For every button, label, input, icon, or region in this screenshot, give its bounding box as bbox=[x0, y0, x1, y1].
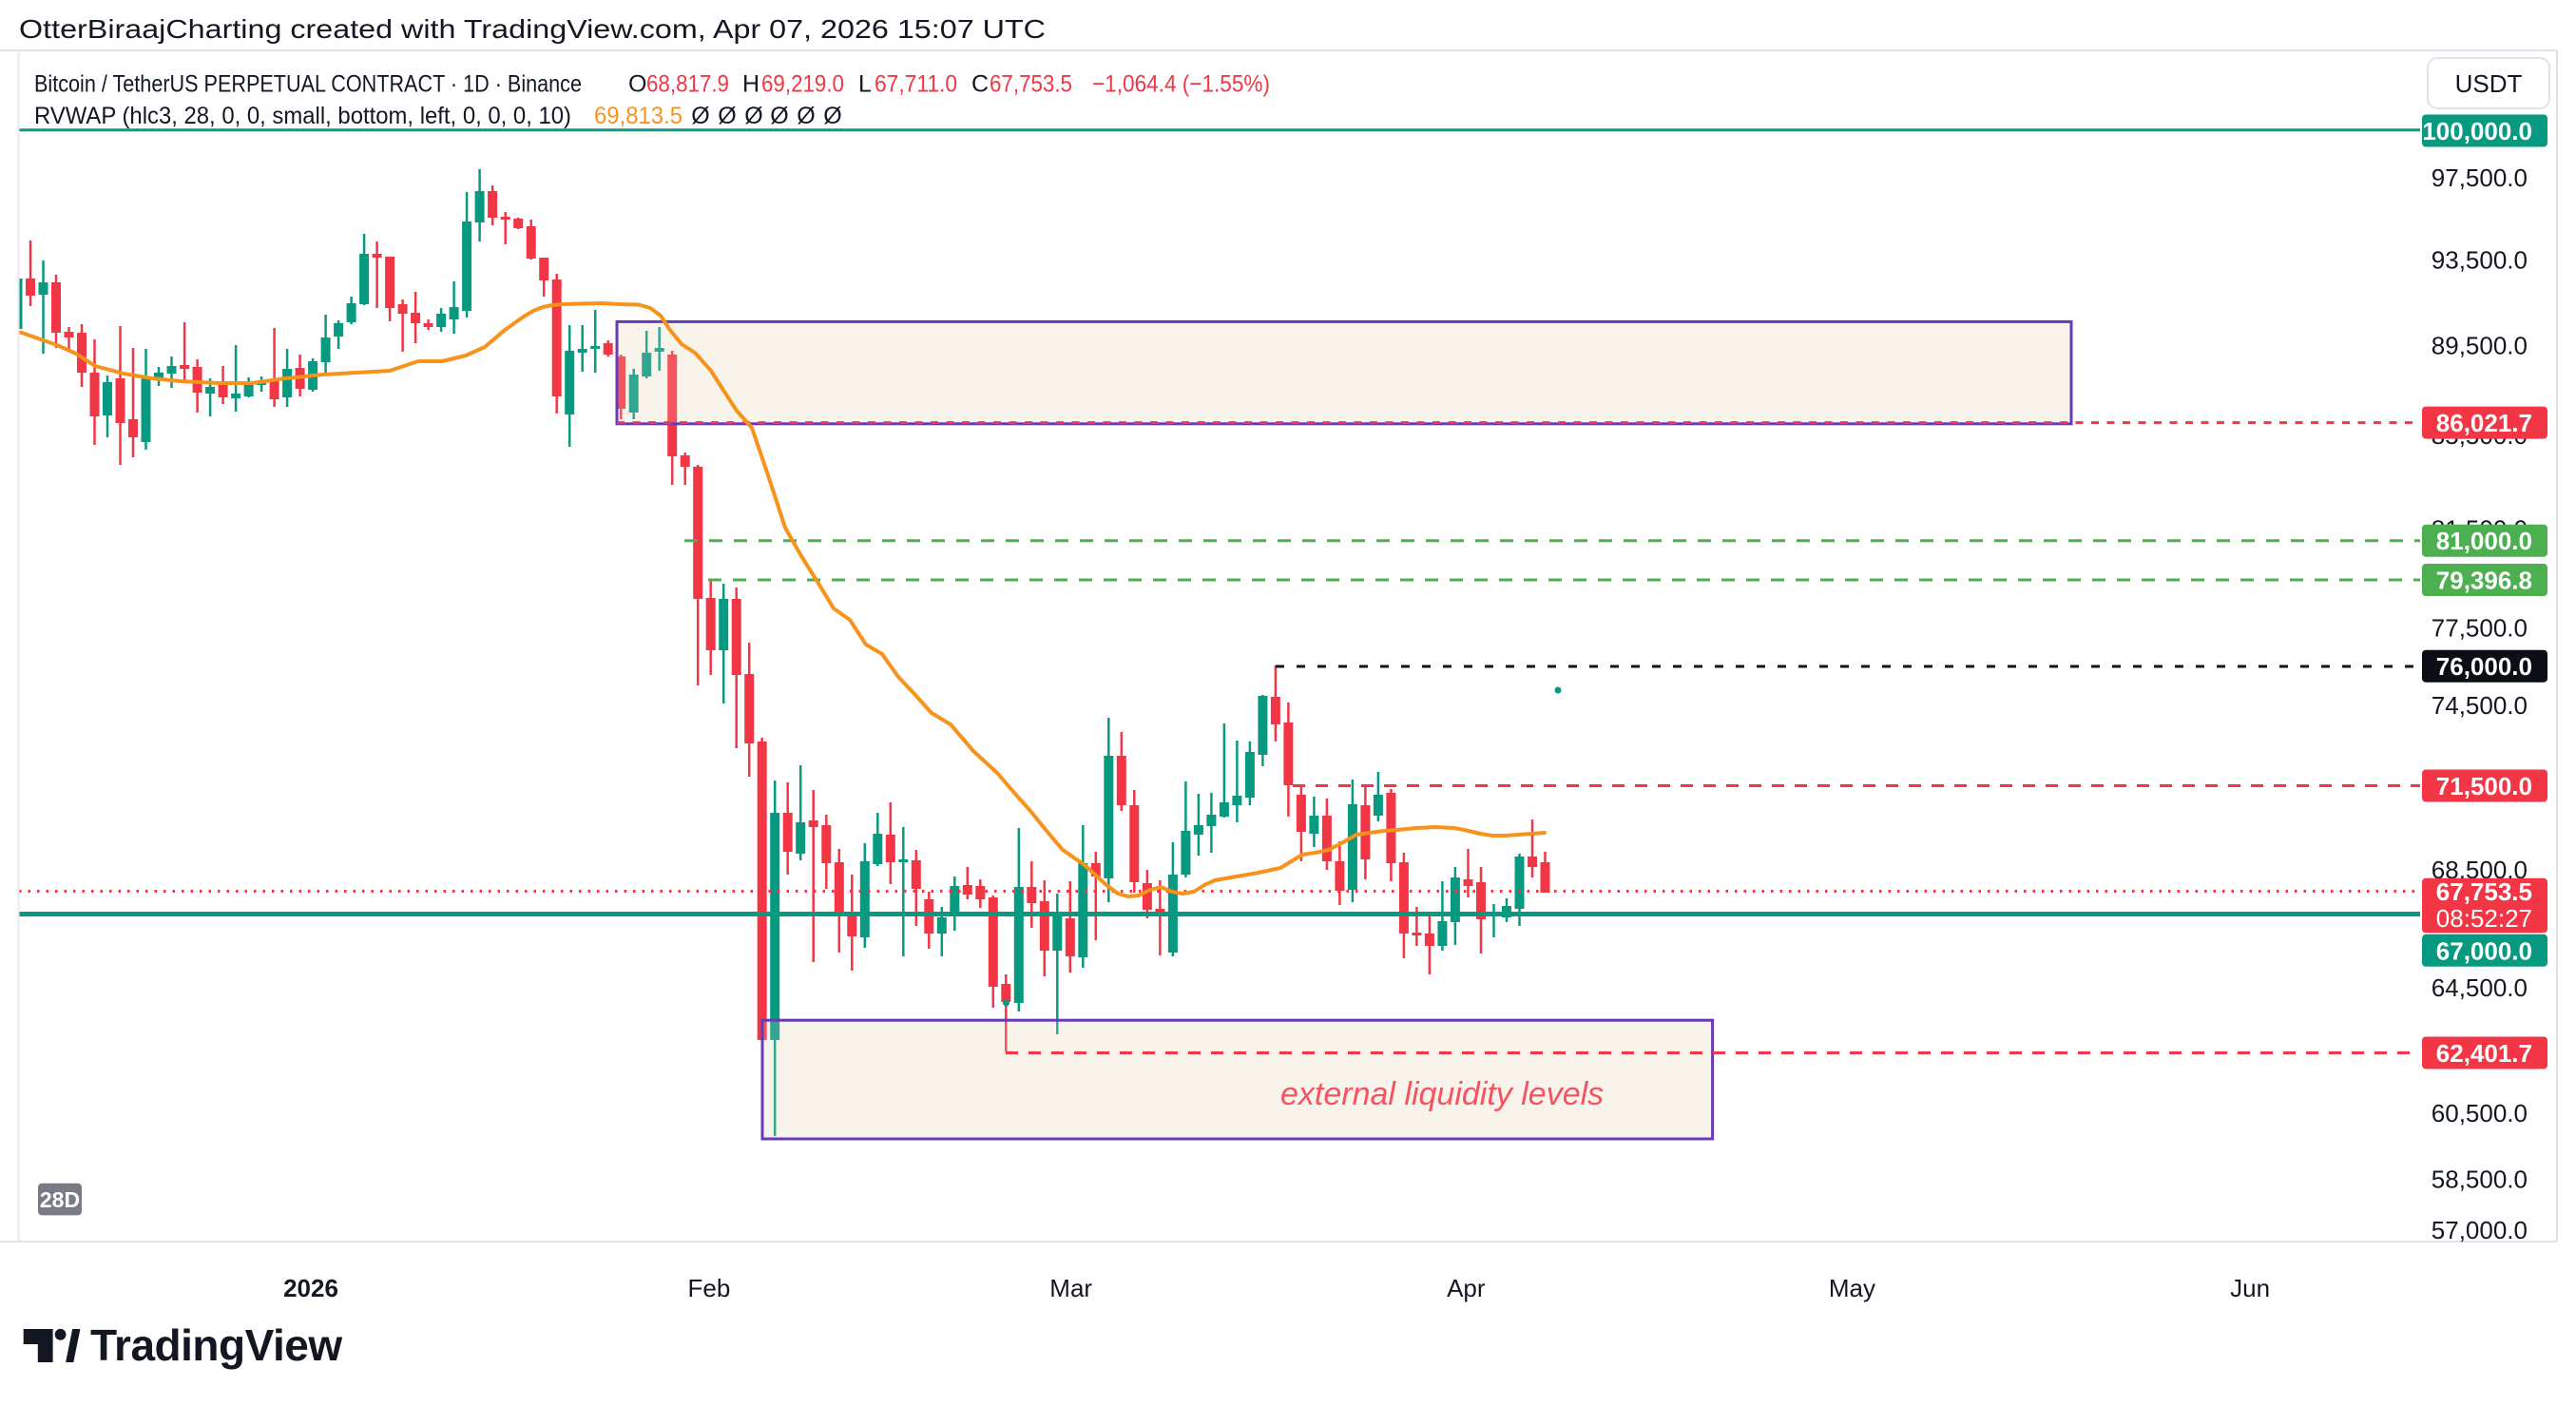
svg-text:Feb: Feb bbox=[687, 1274, 730, 1302]
svg-text:67,000.0: 67,000.0 bbox=[2436, 936, 2532, 965]
svg-text:2026: 2026 bbox=[283, 1274, 338, 1302]
svg-text:RVWAP (hlc3, 28, 0, 0, small,: RVWAP (hlc3, 28, 0, 0, small, bottom, le… bbox=[34, 103, 571, 129]
svg-text:Mar: Mar bbox=[1049, 1274, 1092, 1302]
svg-text:28D: 28D bbox=[40, 1187, 80, 1212]
svg-text:67,711.0: 67,711.0 bbox=[875, 71, 957, 98]
svg-text:67,753.5: 67,753.5 bbox=[990, 71, 1072, 98]
svg-text:58,500.0: 58,500.0 bbox=[2432, 1165, 2528, 1193]
svg-text:Ø: Ø bbox=[718, 103, 736, 129]
svg-text:71,500.0: 71,500.0 bbox=[2436, 772, 2532, 800]
svg-text:97,500.0: 97,500.0 bbox=[2432, 164, 2528, 192]
svg-text:L: L bbox=[858, 71, 872, 98]
svg-text:Ø: Ø bbox=[797, 103, 815, 129]
svg-text:−1,064.4 (−1.55%): −1,064.4 (−1.55%) bbox=[1092, 71, 1270, 98]
svg-text:93,500.0: 93,500.0 bbox=[2432, 245, 2528, 274]
svg-text:Ø: Ø bbox=[823, 103, 841, 129]
svg-text:May: May bbox=[1829, 1274, 1875, 1302]
svg-text:79,396.8: 79,396.8 bbox=[2436, 567, 2532, 595]
svg-text:86,021.7: 86,021.7 bbox=[2436, 409, 2532, 437]
svg-text:89,500.0: 89,500.0 bbox=[2432, 332, 2528, 360]
svg-text:69,813.5: 69,813.5 bbox=[594, 103, 682, 129]
svg-text:62,401.7: 62,401.7 bbox=[2436, 1039, 2532, 1068]
svg-text:77,500.0: 77,500.0 bbox=[2432, 613, 2528, 642]
svg-text:76,000.0: 76,000.0 bbox=[2436, 652, 2532, 681]
svg-text:100,000.0: 100,000.0 bbox=[2422, 117, 2532, 145]
svg-text:69,219.0: 69,219.0 bbox=[761, 71, 844, 98]
svg-text:Ø: Ø bbox=[691, 103, 709, 129]
svg-text:Jun: Jun bbox=[2230, 1274, 2270, 1302]
svg-text:64,500.0: 64,500.0 bbox=[2432, 973, 2528, 1002]
svg-text:O: O bbox=[628, 71, 646, 98]
svg-text:08:52:27: 08:52:27 bbox=[2436, 904, 2532, 933]
svg-text:57,000.0: 57,000.0 bbox=[2432, 1216, 2528, 1244]
svg-text:Ø: Ø bbox=[770, 103, 788, 129]
svg-text:H: H bbox=[742, 71, 759, 98]
svg-text:C: C bbox=[971, 71, 989, 98]
svg-text:67,753.5: 67,753.5 bbox=[2436, 877, 2532, 906]
svg-text:Ø: Ø bbox=[744, 103, 762, 129]
svg-text:74,500.0: 74,500.0 bbox=[2432, 691, 2528, 720]
svg-text:USDT: USDT bbox=[2455, 69, 2523, 98]
svg-text:Bitcoin / TetherUS PERPETUAL C: Bitcoin / TetherUS PERPETUAL CONTRACT · … bbox=[34, 71, 582, 98]
svg-text:68,817.9: 68,817.9 bbox=[646, 71, 729, 98]
svg-text:external liquidity levels: external liquidity levels bbox=[1280, 1076, 1604, 1112]
svg-text:TradingView: TradingView bbox=[90, 1320, 342, 1370]
svg-text:81,000.0: 81,000.0 bbox=[2436, 527, 2532, 555]
svg-text:Apr: Apr bbox=[1447, 1274, 1486, 1302]
svg-text:OtterBiraajCharting created wi: OtterBiraajCharting created with Trading… bbox=[19, 14, 1046, 44]
svg-text:60,500.0: 60,500.0 bbox=[2432, 1099, 2528, 1127]
